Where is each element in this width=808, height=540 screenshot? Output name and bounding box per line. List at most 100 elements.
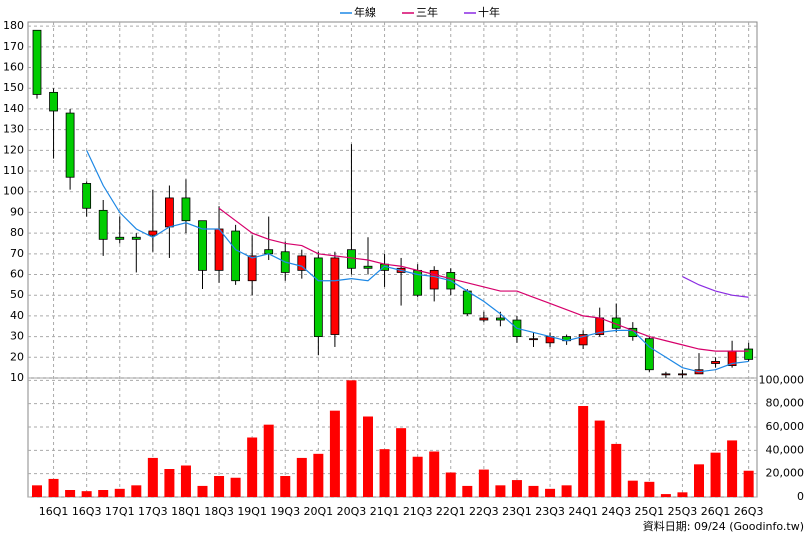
volume-bar <box>677 492 688 497</box>
volume-bar <box>263 424 274 497</box>
candle-body <box>198 220 207 271</box>
x-tick-label: 24Q1 <box>568 505 598 518</box>
candle-body <box>313 257 323 338</box>
volume-bar <box>561 485 572 497</box>
candle-body <box>330 257 340 335</box>
x-tick-label: 21Q1 <box>370 505 400 518</box>
y-tick-label: 110 <box>3 164 24 177</box>
x-tick-label: 17Q3 <box>138 505 168 518</box>
y-tick-label: 100 <box>3 185 24 198</box>
volume-bar <box>396 428 407 497</box>
y-tick-label: 50 <box>10 288 24 301</box>
candle-body <box>678 373 687 376</box>
volume-bar <box>545 488 556 497</box>
volume-bar <box>528 485 539 497</box>
volume-bar <box>81 491 92 497</box>
y-tick-label: 160 <box>3 61 24 74</box>
volume-bar <box>611 443 622 497</box>
y-tick-label: 20 <box>10 350 24 363</box>
volume-bar <box>445 472 456 497</box>
volume-bar <box>197 485 208 497</box>
volume-bar <box>578 406 589 497</box>
volume-bar <box>511 480 522 497</box>
y2-tick-label: 20,000 <box>766 467 805 480</box>
ma-line <box>86 150 749 373</box>
x-tick-label: 18Q3 <box>204 505 234 518</box>
volume-bar <box>313 453 324 497</box>
y-tick-label: 80 <box>10 226 24 239</box>
x-tick-label: 16Q3 <box>72 505 102 518</box>
volume-bar <box>694 464 704 497</box>
y2-tick-label: 100,000 <box>759 373 805 386</box>
x-tick-label: 21Q3 <box>403 505 433 518</box>
volume-bar <box>280 476 291 497</box>
candle-body <box>231 230 241 282</box>
x-tick-label: 16Q1 <box>39 505 69 518</box>
y2-tick-label: 80,000 <box>766 397 805 410</box>
x-tick-label: 20Q1 <box>304 505 334 518</box>
y-tick-label: 70 <box>10 247 24 260</box>
volume-bar <box>429 451 440 497</box>
volume-bar <box>296 457 307 497</box>
candle-body <box>264 249 274 255</box>
volume-bar <box>346 380 357 497</box>
volume-bar <box>147 457 158 497</box>
y-tick-label: 140 <box>3 102 24 115</box>
volume-bar <box>329 410 340 497</box>
volume-bar <box>230 477 241 497</box>
volume-bar <box>627 480 638 497</box>
candle-body <box>495 317 505 321</box>
x-tick-label: 23Q1 <box>502 505 532 518</box>
y-tick-label: 40 <box>10 309 24 322</box>
candle-body <box>429 269 439 290</box>
y-tick-label: 130 <box>3 123 24 136</box>
volume-bar <box>412 456 423 497</box>
candle-body <box>578 334 588 346</box>
candle-body <box>115 236 125 240</box>
y-tick-label: 120 <box>3 143 24 156</box>
x-tick-label: 23Q3 <box>535 505 565 518</box>
candle-body <box>164 197 174 228</box>
ma-line <box>682 276 749 298</box>
ma-line <box>218 207 749 352</box>
y-tick-label: 170 <box>3 40 24 53</box>
candle-body <box>98 209 108 240</box>
volume-bar <box>478 469 489 497</box>
candle-body <box>247 255 257 282</box>
candle-body <box>32 29 42 95</box>
y-tick-label: 150 <box>3 81 24 94</box>
candle-body <box>181 197 191 222</box>
x-tick-label: 24Q3 <box>601 505 631 518</box>
candle-body <box>462 290 472 315</box>
volume-bar <box>131 485 142 497</box>
x-tick-label: 25Q1 <box>635 505 665 518</box>
candle-body <box>711 361 720 364</box>
volume-bar <box>247 437 258 497</box>
candle-body <box>529 338 538 341</box>
volume-bar <box>660 494 671 497</box>
y-tick-label: 90 <box>10 205 24 218</box>
candle-body <box>148 230 158 236</box>
x-tick-label: 25Q3 <box>668 505 698 518</box>
volume-bar <box>65 490 76 497</box>
x-tick-label: 18Q1 <box>171 505 201 518</box>
volume-bar <box>114 488 125 497</box>
legend-label: 三年 <box>416 5 438 19</box>
candle-body <box>82 183 92 209</box>
volume-bar <box>495 485 506 497</box>
y2-tick-label: 40,000 <box>766 443 805 456</box>
y-tick-label: 180 <box>3 19 24 32</box>
x-tick-label: 26Q1 <box>701 505 731 518</box>
y-tick-label: 60 <box>10 268 24 281</box>
y2-tick-label: 0 <box>797 490 804 503</box>
candle-body <box>644 338 654 371</box>
legend-label: 十年 <box>478 5 500 19</box>
candle-body <box>131 236 141 240</box>
candle-body <box>65 112 75 178</box>
x-tick-label: 22Q1 <box>436 505 466 518</box>
x-tick-label: 22Q3 <box>469 505 499 518</box>
y2-tick-label: 60,000 <box>766 420 805 433</box>
volume-bar <box>644 481 655 497</box>
volume-bar <box>98 490 109 497</box>
